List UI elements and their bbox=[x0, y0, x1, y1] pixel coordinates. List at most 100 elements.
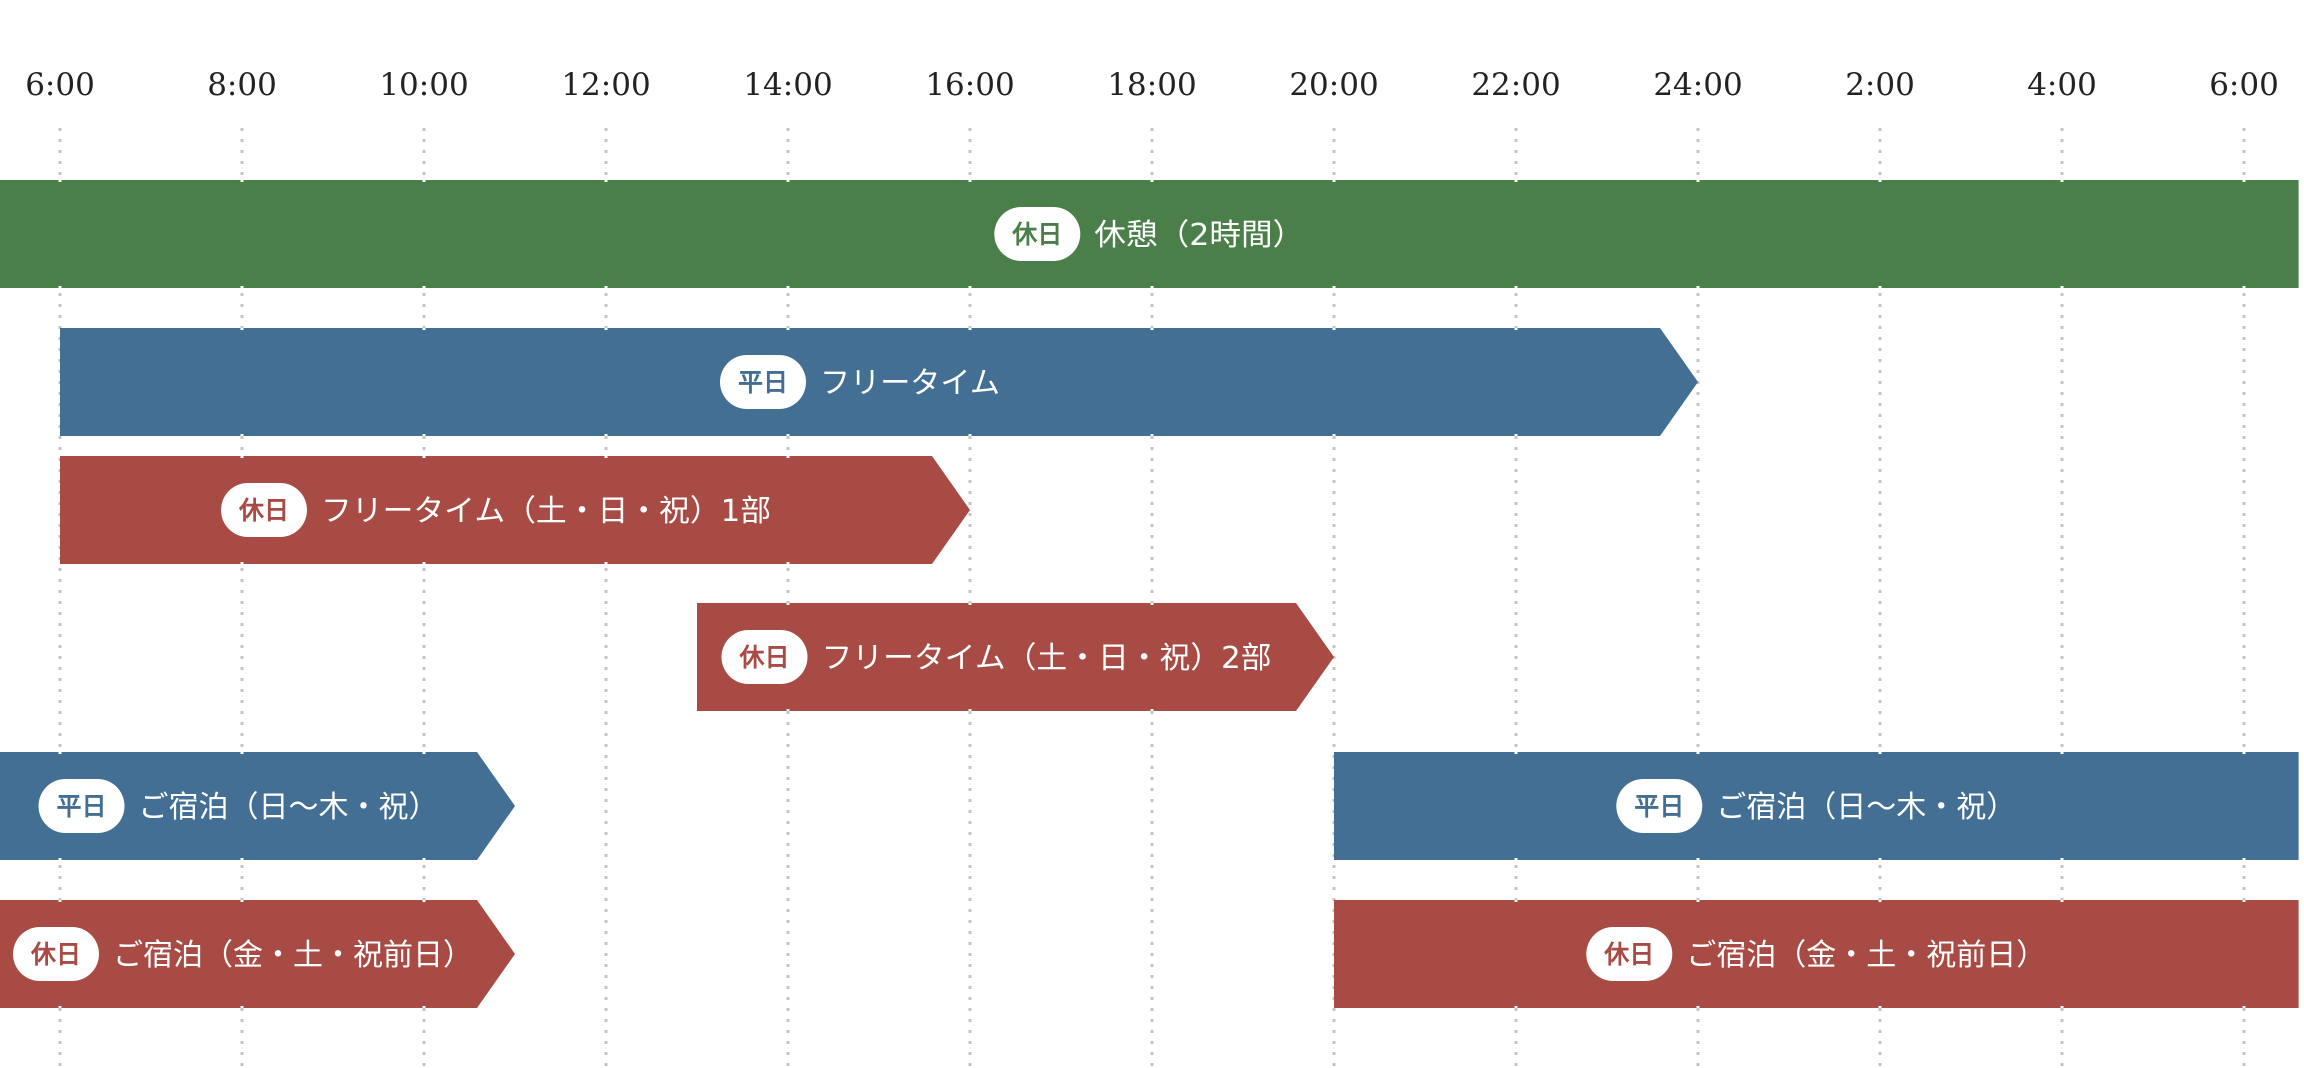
bar-shape bbox=[60, 456, 970, 564]
gap-tooth bbox=[968, 709, 972, 711]
gap-tooth bbox=[240, 1006, 244, 1008]
gap-tooth bbox=[1514, 180, 1518, 182]
gap-tooth bbox=[2060, 180, 2064, 182]
x-tick-label: 20:00 bbox=[1289, 67, 1378, 103]
gap-tooth bbox=[2060, 858, 2064, 860]
x-tick-label: 6:00 bbox=[25, 67, 95, 103]
gap-tooth bbox=[1696, 286, 1700, 288]
bar-shape bbox=[697, 603, 1334, 711]
gap-tooth bbox=[240, 752, 244, 754]
timeline-bar: 休日 フリータイム（土・日・祝）1部 bbox=[60, 456, 970, 564]
gap-tooth bbox=[58, 900, 62, 902]
day-type-badge bbox=[994, 207, 1081, 261]
gap-tooth bbox=[1332, 328, 1336, 330]
timeline-bar: 休日 ご宿泊（金・土・祝前日） bbox=[1334, 900, 2299, 1008]
gap-tooth bbox=[422, 328, 426, 330]
gap-tooth bbox=[604, 180, 608, 182]
gap-tooth bbox=[1514, 752, 1518, 754]
gap-tooth bbox=[1332, 180, 1336, 182]
gap-tooth bbox=[1150, 180, 1154, 182]
x-tick-label: 14:00 bbox=[743, 67, 832, 103]
day-type-badge-text: 休日 bbox=[1011, 220, 1062, 249]
gap-tooth bbox=[604, 286, 608, 288]
gap-tooth bbox=[786, 562, 790, 564]
timeline-bar: 休日 フリータイム（土・日・祝）2部 bbox=[697, 603, 1334, 711]
gap-tooth bbox=[786, 603, 790, 605]
gap-tooth bbox=[786, 456, 790, 458]
gap-tooth bbox=[422, 286, 426, 288]
x-tick-label: 24:00 bbox=[1653, 67, 1742, 103]
gap-tooth bbox=[422, 900, 426, 902]
gap-tooth bbox=[2242, 1006, 2246, 1008]
bar-shape bbox=[60, 328, 1698, 436]
gap-tooth bbox=[1150, 286, 1154, 288]
gap-tooth bbox=[786, 328, 790, 330]
gap-tooth bbox=[422, 858, 426, 860]
gap-tooth bbox=[786, 434, 790, 436]
gap-tooth bbox=[2242, 752, 2246, 754]
x-tick-label: 6:00 bbox=[2209, 67, 2279, 103]
bar-shape bbox=[0, 900, 515, 1008]
day-type-badge bbox=[38, 779, 125, 833]
gap-tooth bbox=[240, 180, 244, 182]
gap-tooth bbox=[2242, 900, 2246, 902]
gap-tooth bbox=[1150, 603, 1154, 605]
gap-tooth bbox=[240, 286, 244, 288]
gap-tooth bbox=[968, 328, 972, 330]
gap-tooth bbox=[1150, 434, 1154, 436]
gap-tooth bbox=[1696, 1006, 1700, 1008]
day-type-badge-text: 休日 bbox=[738, 643, 789, 672]
day-type-badge-text: 平日 bbox=[56, 792, 106, 821]
gap-tooth bbox=[1696, 900, 1700, 902]
day-type-badge bbox=[1616, 779, 1703, 833]
gap-tooth bbox=[422, 180, 426, 182]
x-tick-label: 16:00 bbox=[925, 67, 1014, 103]
gap-tooth bbox=[1514, 434, 1518, 436]
gap-tooth bbox=[1514, 900, 1518, 902]
gap-tooth bbox=[968, 434, 972, 436]
gap-tooth bbox=[58, 858, 62, 860]
gap-tooth bbox=[1514, 1006, 1518, 1008]
gap-tooth bbox=[58, 180, 62, 182]
gap-tooth bbox=[1696, 858, 1700, 860]
bar-shape bbox=[1334, 752, 2299, 860]
timeline-bar: 休日 ご宿泊（金・土・祝前日） bbox=[0, 900, 515, 1008]
gap-tooth bbox=[968, 180, 972, 182]
day-type-badge-text: 休日 bbox=[1603, 940, 1654, 969]
x-tick-label: 8:00 bbox=[207, 67, 277, 103]
x-tick-label: 2:00 bbox=[1845, 67, 1915, 103]
gap-tooth bbox=[2242, 180, 2246, 182]
gap-tooth bbox=[1878, 180, 1882, 182]
day-type-badge bbox=[1586, 927, 1673, 981]
gap-tooth bbox=[604, 562, 608, 564]
gap-tooth bbox=[1514, 286, 1518, 288]
gap-tooth bbox=[968, 286, 972, 288]
bar-label: 休憩（2時間） bbox=[1094, 218, 1304, 253]
day-type-badge-text: 平日 bbox=[1634, 792, 1684, 821]
gap-tooth bbox=[2060, 900, 2064, 902]
gap-tooth bbox=[2242, 858, 2246, 860]
bar-label: フリータイム bbox=[820, 366, 1000, 401]
gap-tooth bbox=[1332, 286, 1336, 288]
day-type-badge-text: 平日 bbox=[738, 368, 788, 397]
bar-shape bbox=[1334, 900, 2299, 1008]
gap-tooth bbox=[1332, 434, 1336, 436]
gap-tooth bbox=[240, 456, 244, 458]
gap-tooth bbox=[422, 562, 426, 564]
gap-tooth bbox=[1150, 709, 1154, 711]
gap-tooth bbox=[604, 456, 608, 458]
gap-tooth bbox=[2060, 1006, 2064, 1008]
gap-tooth bbox=[1878, 900, 1882, 902]
gap-tooth bbox=[604, 434, 608, 436]
gap-tooth bbox=[1878, 858, 1882, 860]
gridline-gaps bbox=[58, 180, 2246, 1008]
day-type-badge bbox=[720, 355, 806, 409]
day-type-badge bbox=[721, 630, 808, 684]
bar-label: フリータイム（土・日・祝）2部 bbox=[822, 641, 1272, 676]
gap-tooth bbox=[1514, 328, 1518, 330]
bar-label: ご宿泊（日〜木・祝） bbox=[1716, 790, 2016, 825]
x-tick-label: 18:00 bbox=[1107, 67, 1196, 103]
day-type-badge-text: 休日 bbox=[238, 496, 289, 525]
